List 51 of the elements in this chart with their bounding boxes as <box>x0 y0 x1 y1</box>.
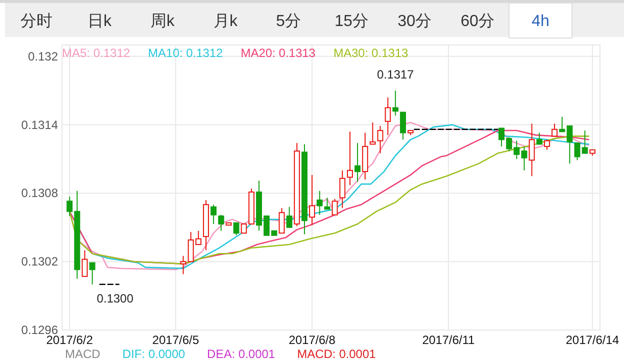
annotation: 0.1300 <box>96 291 134 306</box>
text: 周k <box>150 13 176 30</box>
candlestick <box>370 122 376 145</box>
candlestick <box>544 139 550 150</box>
candlestick <box>316 190 323 216</box>
candlestick <box>82 250 88 277</box>
text: MA10: 0.1312 <box>148 46 224 60</box>
x-tick-label: 2017/6/14 <box>566 333 620 347</box>
candlestick <box>218 214 224 232</box>
candlestick <box>286 206 292 228</box>
text: 日k <box>88 13 112 30</box>
text: 分时 <box>20 12 52 30</box>
text: 5分 <box>276 13 301 30</box>
y-tick-label: 0.132 <box>28 49 58 64</box>
text: 4h <box>532 13 550 30</box>
candlestick <box>180 255 186 275</box>
candlestick <box>346 131 353 186</box>
candlestick <box>309 174 316 226</box>
candlestick <box>332 198 338 216</box>
x-tick-label: 2017/6/8 <box>288 333 336 347</box>
text: MACD: 0.0001 <box>297 347 376 360</box>
candlestick <box>384 96 391 136</box>
candlestick <box>89 262 96 285</box>
candlestick <box>400 112 406 140</box>
candlestick <box>278 208 285 234</box>
candlestick <box>528 123 535 177</box>
text: DEA: 0.0001 <box>207 347 276 360</box>
candlestick <box>210 204 217 224</box>
candlestick <box>339 170 346 209</box>
text: 60分 <box>460 13 494 30</box>
text: MA30: 0.1313 <box>333 46 409 60</box>
text: 30分 <box>398 13 432 30</box>
x-tick-label: 2017/6/11 <box>422 333 476 347</box>
y-tick-label: 0.1314 <box>21 118 58 132</box>
candlestick <box>233 222 240 236</box>
annotation: 0.1317 <box>377 68 414 82</box>
text: 月k <box>214 13 238 30</box>
text: MA20: 0.1313 <box>240 46 316 60</box>
candlestick <box>552 123 558 137</box>
text: MACD <box>65 347 101 360</box>
candlestick <box>377 125 384 154</box>
x-tick-label: 2017/6/5 <box>152 333 200 347</box>
y-tick-label: 0.1308 <box>21 186 58 200</box>
candlestick <box>536 132 542 145</box>
text: 15分 <box>334 13 368 30</box>
y-tick-label: 0.1302 <box>21 254 58 269</box>
candlestick <box>392 90 398 116</box>
candlestick <box>324 197 330 210</box>
text: DIF: 0.0000 <box>122 347 186 360</box>
text: MA5: 0.1312 <box>62 46 130 60</box>
candlestick <box>354 142 361 182</box>
